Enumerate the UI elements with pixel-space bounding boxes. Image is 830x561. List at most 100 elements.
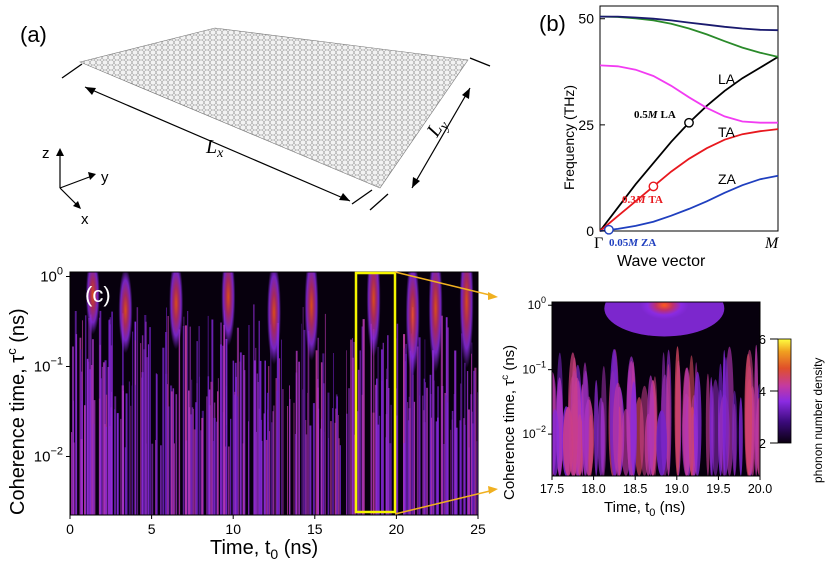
ytick-label: 25 (578, 117, 594, 133)
heat-streak (167, 406, 170, 515)
heat-streak (442, 444, 445, 515)
heat-streak (323, 383, 325, 515)
heat-streak (110, 345, 113, 515)
heat-streak (102, 362, 105, 515)
heat-plume (366, 272, 381, 357)
lx-arrow (84, 86, 351, 202)
inset-ytick-label: 10−1 (522, 360, 546, 377)
inset-streak (582, 370, 590, 476)
heat-streak (381, 349, 383, 515)
heat-streak (385, 437, 387, 515)
inset-streak (630, 381, 637, 476)
heat-streak (200, 430, 202, 515)
heat-streak (146, 357, 149, 515)
heat-streak (321, 418, 322, 515)
panel-c: (c) 0 5 10 15 20 25 100 10−1 10−2 Time, t0 (ns)… (4, 266, 498, 561)
heat-streak (328, 438, 329, 515)
heat-streak (370, 323, 372, 515)
heat-streak (90, 365, 93, 515)
inset-streak (594, 380, 599, 476)
z-arrowhead (56, 148, 64, 156)
heat-streak (88, 361, 90, 515)
heat-streak (289, 399, 291, 515)
heat-streak (107, 367, 110, 515)
ytick-label: 0 (586, 223, 594, 239)
heat-streak (84, 405, 86, 515)
heat-streak (191, 379, 193, 515)
heat-streak (125, 393, 128, 515)
ta-point-label: 0.3M TA (622, 194, 663, 206)
heat-streak (307, 330, 310, 515)
heat-streak (145, 321, 147, 515)
heat-streak (459, 420, 462, 515)
heat-streak (192, 408, 194, 515)
heat-streak (407, 420, 410, 515)
inset-streak (562, 407, 574, 476)
heat-streak (339, 445, 341, 515)
heat-streak (411, 307, 414, 515)
heat-streak (217, 391, 219, 515)
heat-streak (191, 407, 194, 515)
lx-label: Lx (205, 136, 224, 161)
heat-streak (376, 378, 378, 515)
heat-streak (268, 431, 270, 515)
heat-streak (155, 440, 157, 515)
panel-a-label: (a) (20, 22, 47, 47)
heat-streak (454, 350, 457, 515)
heat-streak (338, 438, 340, 515)
heat-streak (375, 387, 376, 515)
xtick-label: 0 (66, 521, 74, 537)
heat-streak (210, 381, 213, 515)
heat-streak (474, 367, 477, 515)
heat-streak (230, 418, 232, 515)
heat-streak (468, 409, 470, 515)
heat-streak (72, 346, 74, 515)
heatmap-main (71, 272, 478, 515)
heat-streak (396, 415, 398, 515)
heat-plume (267, 272, 281, 365)
heat-streak (425, 382, 426, 515)
ta-branch-label: TA (718, 124, 736, 140)
heat-streak (404, 348, 406, 515)
heat-streak (302, 307, 304, 515)
heat-streak (151, 443, 154, 515)
cb-tick-label: 6 (759, 332, 766, 347)
marker-la (684, 117, 694, 128)
colorbar-gradient (777, 338, 792, 444)
inset-xlabel: Time, t0 (ns) (604, 499, 685, 519)
xtick-label: 20 (389, 521, 405, 537)
heat-streak (410, 333, 413, 515)
inset-streak (588, 414, 593, 476)
heat-streak (253, 304, 255, 515)
heat-streak (270, 324, 272, 515)
heat-streak (422, 395, 424, 515)
heat-streak (324, 313, 326, 515)
heat-plume (85, 272, 100, 335)
colorbar-ticks: 2 4 6 (759, 332, 778, 451)
heat-streak (405, 343, 407, 515)
heat-streak (424, 339, 426, 515)
main-yticks: 100 10−1 10−2 (34, 266, 70, 466)
heat-streak (426, 387, 428, 515)
heat-streak (193, 429, 196, 515)
za-branch-label: ZA (718, 171, 737, 187)
heat-streak (451, 410, 454, 515)
heat-plume (405, 272, 420, 376)
m-label: M (764, 235, 780, 252)
heat-streak (90, 314, 92, 515)
heat-streak (408, 396, 410, 515)
axis-x-label: x (81, 211, 89, 228)
heat-streak (122, 390, 124, 515)
coordinate-axes: z y x (42, 145, 109, 228)
heat-streak (431, 417, 432, 515)
panel-c-label: (c) (85, 282, 111, 307)
heat-streak (348, 388, 350, 515)
x-arrowhead (73, 201, 81, 209)
marker-za (604, 224, 614, 235)
inset-streak (723, 357, 729, 476)
dispersion-frame (599, 5, 779, 232)
heat-streak (183, 316, 185, 515)
heat-streak (309, 425, 312, 515)
heat-streak (236, 327, 239, 515)
heat-plume (221, 272, 236, 346)
